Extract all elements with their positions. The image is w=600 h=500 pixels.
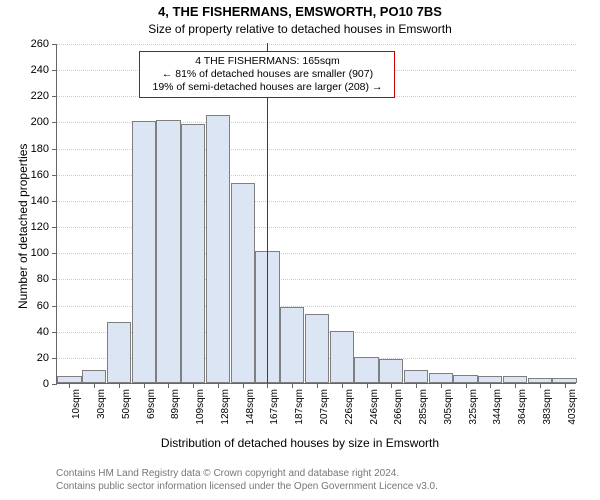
chart-title-line1: 4, THE FISHERMANS, EMSWORTH, PO10 7BS bbox=[0, 4, 600, 19]
chart-container: 4, THE FISHERMANS, EMSWORTH, PO10 7BS Si… bbox=[0, 0, 600, 500]
ytick-label: 20 bbox=[37, 352, 57, 364]
histogram-bar bbox=[280, 307, 304, 383]
histogram-bar bbox=[330, 331, 354, 383]
annotation-line1: 4 THE FISHERMANS: 165sqm bbox=[146, 55, 388, 68]
histogram-bar bbox=[354, 357, 378, 383]
source-line1: Contains HM Land Registry data © Crown c… bbox=[56, 468, 438, 481]
histogram-bar bbox=[156, 120, 180, 383]
chart-title-line2: Size of property relative to detached ho… bbox=[0, 22, 600, 36]
ytick-label: 40 bbox=[37, 326, 57, 338]
xtick-mark bbox=[466, 383, 467, 388]
xtick-mark bbox=[168, 383, 169, 388]
xtick-label: 69sqm bbox=[144, 389, 157, 419]
y-axis-label: Number of detached properties bbox=[16, 144, 30, 309]
xtick-mark bbox=[243, 383, 244, 388]
xtick-mark bbox=[540, 383, 541, 388]
ytick-label: 60 bbox=[37, 300, 57, 312]
xtick-mark bbox=[94, 383, 95, 388]
xtick-label: 128sqm bbox=[218, 389, 231, 425]
xtick-label: 246sqm bbox=[367, 389, 380, 425]
histogram-bar bbox=[453, 375, 477, 383]
xtick-label: 344sqm bbox=[490, 389, 503, 425]
source-attribution: Contains HM Land Registry data © Crown c… bbox=[56, 468, 438, 493]
xtick-mark bbox=[193, 383, 194, 388]
xtick-label: 50sqm bbox=[119, 389, 132, 419]
xtick-mark bbox=[367, 383, 368, 388]
histogram-bar bbox=[379, 359, 403, 383]
ytick-label: 220 bbox=[31, 90, 57, 102]
xtick-mark bbox=[391, 383, 392, 388]
xtick-label: 226sqm bbox=[342, 389, 355, 425]
xtick-mark bbox=[144, 383, 145, 388]
xtick-mark bbox=[342, 383, 343, 388]
ytick-label: 0 bbox=[43, 378, 57, 390]
ytick-label: 120 bbox=[31, 221, 57, 233]
ytick-label: 260 bbox=[31, 38, 57, 50]
xtick-mark bbox=[515, 383, 516, 388]
xtick-label: 403sqm bbox=[565, 389, 578, 425]
ytick-label: 100 bbox=[31, 247, 57, 259]
source-line2: Contains public sector information licen… bbox=[56, 481, 438, 494]
histogram-bar bbox=[107, 322, 131, 383]
xtick-label: 305sqm bbox=[441, 389, 454, 425]
xtick-mark bbox=[267, 383, 268, 388]
xtick-mark bbox=[317, 383, 318, 388]
xtick-label: 187sqm bbox=[292, 389, 305, 425]
ytick-label: 140 bbox=[31, 195, 57, 207]
xtick-label: 266sqm bbox=[391, 389, 404, 425]
xtick-mark bbox=[218, 383, 219, 388]
ytick-label: 240 bbox=[31, 64, 57, 76]
annotation-box: 4 THE FISHERMANS: 165sqm← 81% of detache… bbox=[139, 51, 395, 98]
histogram-bar bbox=[404, 370, 428, 383]
xtick-mark bbox=[416, 383, 417, 388]
xtick-label: 364sqm bbox=[515, 389, 528, 425]
xtick-label: 89sqm bbox=[168, 389, 181, 419]
histogram-bar bbox=[231, 183, 255, 383]
annotation-line2: ← 81% of detached houses are smaller (90… bbox=[146, 68, 388, 81]
x-axis-label: Distribution of detached houses by size … bbox=[0, 436, 600, 450]
xtick-label: 148sqm bbox=[243, 389, 256, 425]
ytick-label: 180 bbox=[31, 143, 57, 155]
xtick-label: 10sqm bbox=[69, 389, 82, 419]
histogram-bar bbox=[132, 121, 156, 383]
histogram-bar bbox=[82, 370, 106, 383]
xtick-label: 285sqm bbox=[416, 389, 429, 425]
xtick-label: 383sqm bbox=[540, 389, 553, 425]
xtick-mark bbox=[119, 383, 120, 388]
histogram-bar bbox=[206, 115, 230, 383]
ytick-label: 200 bbox=[31, 116, 57, 128]
xtick-label: 167sqm bbox=[267, 389, 280, 425]
xtick-label: 207sqm bbox=[317, 389, 330, 425]
xtick-label: 325sqm bbox=[466, 389, 479, 425]
histogram-bar bbox=[305, 314, 329, 383]
annotation-line3: 19% of semi-detached houses are larger (… bbox=[146, 81, 388, 94]
histogram-bar bbox=[429, 373, 453, 383]
xtick-label: 30sqm bbox=[94, 389, 107, 419]
xtick-mark bbox=[565, 383, 566, 388]
plot-area: 02040608010012014016018020022024026010sq… bbox=[56, 44, 576, 384]
xtick-mark bbox=[441, 383, 442, 388]
xtick-label: 109sqm bbox=[193, 389, 206, 425]
histogram-bar bbox=[181, 124, 205, 383]
xtick-mark bbox=[69, 383, 70, 388]
xtick-mark bbox=[490, 383, 491, 388]
ytick-label: 160 bbox=[31, 169, 57, 181]
ytick-label: 80 bbox=[37, 273, 57, 285]
xtick-mark bbox=[292, 383, 293, 388]
gridline-h bbox=[57, 44, 576, 45]
